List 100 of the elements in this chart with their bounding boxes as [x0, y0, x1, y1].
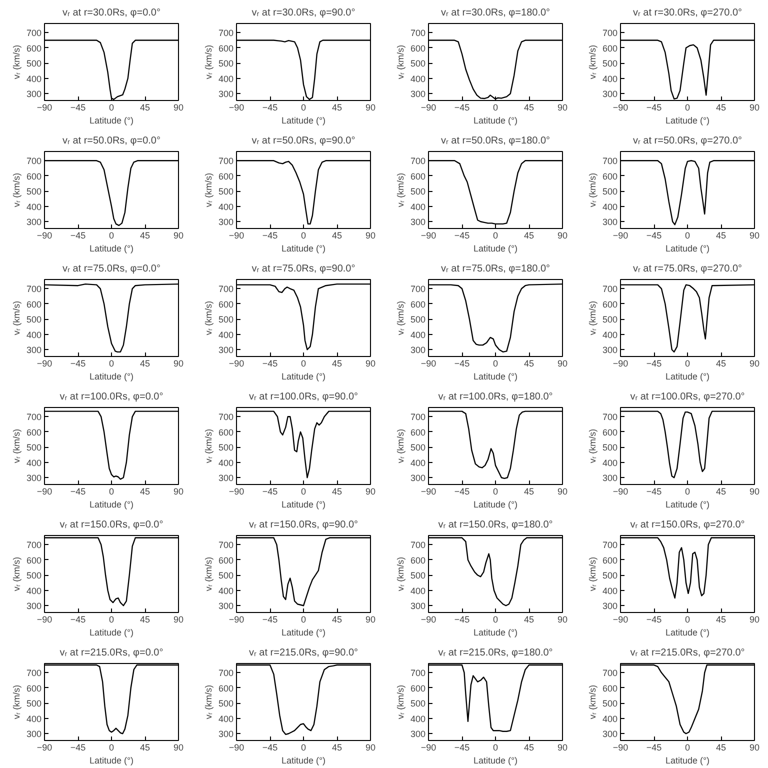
- y-tick-label: 600: [218, 43, 234, 54]
- x-tick-label: 90: [365, 614, 376, 624]
- y-tick-label: 300: [26, 345, 42, 356]
- y-tick-label: 300: [410, 89, 426, 100]
- y-tick-label: 600: [218, 427, 234, 438]
- x-tick-label: 0: [108, 486, 114, 496]
- y-axis-title: vᵣ (km/s): [395, 44, 406, 80]
- chart-title: vᵣ at r=50.0Rs, φ=270.0°: [632, 136, 742, 146]
- x-tick-label: −45: [454, 742, 470, 752]
- y-tick-label: 500: [602, 442, 618, 453]
- chart-title: vᵣ at r=150.0Rs, φ=0.0°: [60, 520, 164, 530]
- x-tick-label: 45: [524, 614, 534, 624]
- y-tick-label: 600: [26, 427, 42, 438]
- x-tick-label: 90: [173, 102, 184, 112]
- x-tick-label: 45: [716, 486, 726, 496]
- y-tick-label: 700: [218, 412, 234, 422]
- x-tick-label: 90: [749, 102, 760, 112]
- x-tick-label: −45: [262, 742, 278, 752]
- x-tick-label: 45: [716, 230, 726, 240]
- x-tick-label: 45: [716, 358, 726, 368]
- x-axis-title: Latitude (°): [89, 244, 134, 254]
- x-axis-title: Latitude (°): [281, 628, 326, 638]
- x-tick-label: −45: [262, 230, 278, 240]
- x-tick-label: 45: [140, 358, 150, 368]
- x-tick-label: −45: [646, 358, 662, 368]
- x-tick-label: 45: [332, 102, 342, 112]
- y-tick-label: 600: [602, 427, 618, 438]
- y-tick-label: 500: [410, 442, 426, 453]
- chart-title: vᵣ at r=50.0Rs, φ=90.0°: [252, 136, 356, 146]
- x-axis-title: Latitude (°): [473, 244, 518, 254]
- x-tick-label: 0: [300, 614, 306, 624]
- y-tick-label: 500: [218, 698, 234, 709]
- y-tick-label: 300: [218, 89, 234, 100]
- x-tick-label: 90: [557, 742, 568, 752]
- x-tick-label: 90: [557, 358, 568, 368]
- x-tick-label: −90: [36, 742, 52, 752]
- x-axis-title: Latitude (°): [473, 372, 518, 382]
- y-tick-label: 500: [602, 58, 618, 69]
- x-tick-label: 0: [684, 742, 690, 752]
- y-tick-label: 700: [410, 668, 426, 678]
- y-tick-label: 300: [26, 729, 42, 740]
- y-tick-label: 700: [218, 540, 234, 550]
- x-tick-label: 90: [173, 358, 184, 368]
- y-tick-label: 600: [410, 683, 426, 694]
- y-tick-label: 700: [218, 284, 234, 294]
- y-axis-title: vᵣ (km/s): [11, 300, 22, 336]
- x-tick-label: 0: [108, 102, 114, 112]
- y-tick-label: 400: [218, 202, 234, 212]
- x-tick-label: 45: [140, 102, 150, 112]
- chart-title: vᵣ at r=75.0Rs, φ=0.0°: [62, 264, 160, 274]
- y-tick-label: 500: [218, 442, 234, 453]
- y-tick-label: 300: [218, 217, 234, 228]
- x-tick-label: −45: [454, 358, 470, 368]
- x-axis-title: Latitude (°): [89, 628, 134, 638]
- x-tick-label: −90: [228, 742, 244, 752]
- x-tick-label: −90: [612, 102, 628, 112]
- x-tick-label: −90: [36, 486, 52, 496]
- x-tick-label: 45: [140, 614, 150, 624]
- x-tick-label: −90: [612, 486, 628, 496]
- y-tick-label: 300: [410, 601, 426, 612]
- y-tick-label: 500: [602, 186, 618, 197]
- x-axis-title: Latitude (°): [473, 116, 518, 126]
- x-tick-label: −90: [420, 358, 436, 368]
- y-tick-label: 600: [602, 299, 618, 310]
- y-tick-label: 300: [26, 601, 42, 612]
- x-tick-label: 0: [108, 614, 114, 624]
- y-axis-title: vᵣ (km/s): [11, 44, 22, 80]
- y-tick-label: 700: [218, 28, 234, 38]
- x-tick-label: −45: [454, 614, 470, 624]
- x-tick-label: −90: [228, 102, 244, 112]
- x-tick-label: 90: [749, 614, 760, 624]
- line-series: [428, 283, 562, 353]
- chart-title: vᵣ at r=30.0Rs, φ=90.0°: [252, 8, 356, 18]
- x-tick-label: 0: [492, 230, 498, 240]
- y-tick-label: 500: [410, 58, 426, 69]
- x-tick-label: 45: [524, 230, 534, 240]
- x-tick-label: 0: [492, 742, 498, 752]
- y-tick-label: 700: [602, 284, 618, 294]
- x-tick-label: 0: [684, 358, 690, 368]
- y-tick-label: 600: [602, 171, 618, 182]
- y-tick-label: 300: [602, 89, 618, 100]
- y-tick-label: 600: [602, 555, 618, 566]
- y-axis-title: vᵣ (km/s): [11, 556, 22, 592]
- x-tick-label: −90: [612, 614, 628, 624]
- y-tick-label: 300: [410, 729, 426, 740]
- x-tick-label: −90: [420, 102, 436, 112]
- y-axis-title: vᵣ (km/s): [395, 300, 406, 336]
- y-tick-label: 700: [602, 412, 618, 422]
- x-tick-label: 45: [140, 742, 150, 752]
- chart-title: vᵣ at r=100.0Rs, φ=0.0°: [60, 392, 164, 402]
- x-tick-label: 90: [173, 614, 184, 624]
- x-tick-label: −45: [70, 230, 86, 240]
- y-tick-label: 700: [26, 540, 42, 550]
- y-tick-label: 400: [218, 458, 234, 468]
- x-tick-label: 90: [557, 486, 568, 496]
- x-tick-label: −45: [70, 486, 86, 496]
- x-tick-label: −45: [262, 102, 278, 112]
- x-tick-label: 90: [365, 230, 376, 240]
- y-tick-label: 300: [218, 601, 234, 612]
- chart-title: vᵣ at r=50.0Rs, φ=0.0°: [62, 136, 160, 146]
